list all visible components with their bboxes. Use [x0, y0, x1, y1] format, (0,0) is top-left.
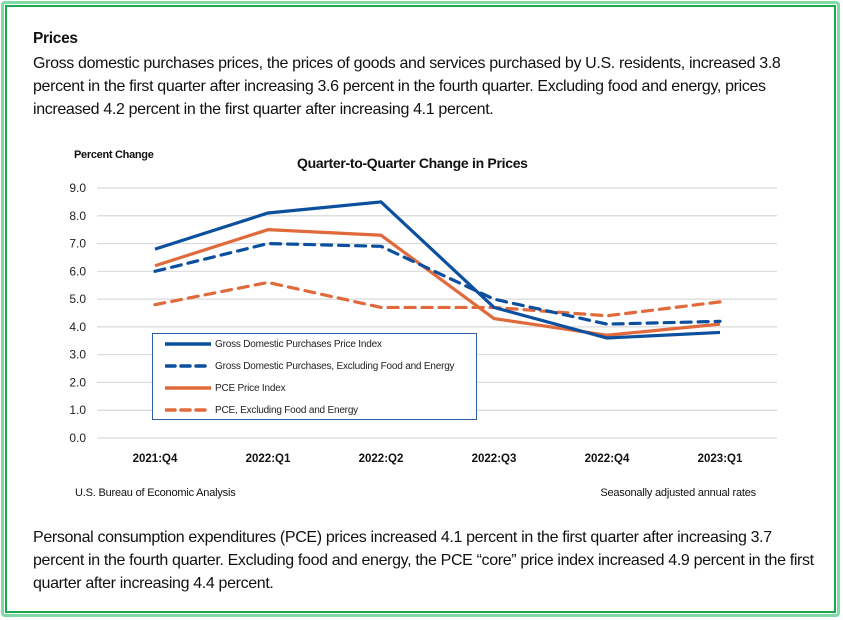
y-tick-label: 5.0 [69, 292, 86, 306]
inner-frame [5, 5, 836, 613]
legend-item: Gross Domestic Purchases, Excluding Food… [165, 359, 455, 373]
x-tick-label: 2022:Q1 [246, 453, 291, 465]
legend-swatch-dashed-orange [165, 408, 211, 412]
y-tick-label: 2.0 [69, 375, 86, 389]
legend-label: Gross Domestic Purchases, Excluding Food… [215, 360, 455, 372]
x-tick-label: 2022:Q3 [472, 453, 517, 465]
y-tick-labels: 0.0 1.0 2.0 3.0 4.0 5.0 6.0 7.0 8.0 9.0 [69, 181, 86, 445]
series-line-gross-domestic-purchases-price-index [154, 200, 721, 340]
y-tick-label: 9.0 [69, 181, 86, 195]
chart-title: Quarter-to-Quarter Change in Prices [297, 155, 528, 171]
y-tick-label: 1.0 [69, 403, 86, 417]
series-line-gross-domestic-purchases-excluding-food-and-energy [153, 241, 722, 326]
source-note: U.S. Bureau of Economic Analysis [75, 487, 236, 499]
series-line-pce-excluding-food-and-energy [153, 280, 722, 318]
legend-label: PCE Price Index [215, 382, 286, 394]
x-tick-labels: 2021:Q4 2022:Q1 2022:Q2 2022:Q3 2022:Q4 2023:… [133, 453, 743, 465]
y-tick-label: 0.0 [69, 431, 86, 445]
y-tick-label: 4.0 [69, 320, 86, 334]
intro-paragraph: Gross domestic purchases prices, the pri… [33, 55, 781, 118]
y-tick-label: 6.0 [69, 264, 86, 278]
y-tick-label: 7.0 [69, 237, 86, 251]
series-lines [153, 200, 722, 340]
rates-note: Seasonally adjusted annual rates [600, 487, 756, 499]
y-tick-label: 3.0 [69, 348, 86, 362]
y-axis-label: Percent Change [74, 149, 154, 161]
legend-swatch-solid-orange [165, 386, 211, 390]
x-tick-label: 2021:Q4 [133, 453, 178, 465]
legend-swatch-solid-blue [165, 342, 211, 346]
x-tick-label: 2022:Q4 [585, 453, 630, 465]
legend-item: Gross Domestic Purchases Price Index [165, 337, 382, 351]
legend-item: PCE, Excluding Food and Energy [165, 403, 358, 417]
section-heading: Prices [33, 30, 78, 47]
x-tick-label: 2023:Q1 [698, 453, 743, 465]
chart-legend: Gross Domestic Purchases Price Index Gro… [152, 333, 477, 420]
legend-label: PCE, Excluding Food and Energy [215, 404, 358, 416]
series-line-pce-price-index [154, 228, 721, 337]
legend-item: PCE Price Index [165, 381, 286, 395]
closing-paragraph: Personal consumption expenditures (PCE) … [33, 529, 814, 592]
legend-label: Gross Domestic Purchases Price Index [215, 338, 382, 350]
legend-swatch-dashed-blue [165, 364, 211, 368]
y-tick-label: 8.0 [69, 209, 86, 223]
x-tick-label: 2022:Q2 [359, 453, 404, 465]
